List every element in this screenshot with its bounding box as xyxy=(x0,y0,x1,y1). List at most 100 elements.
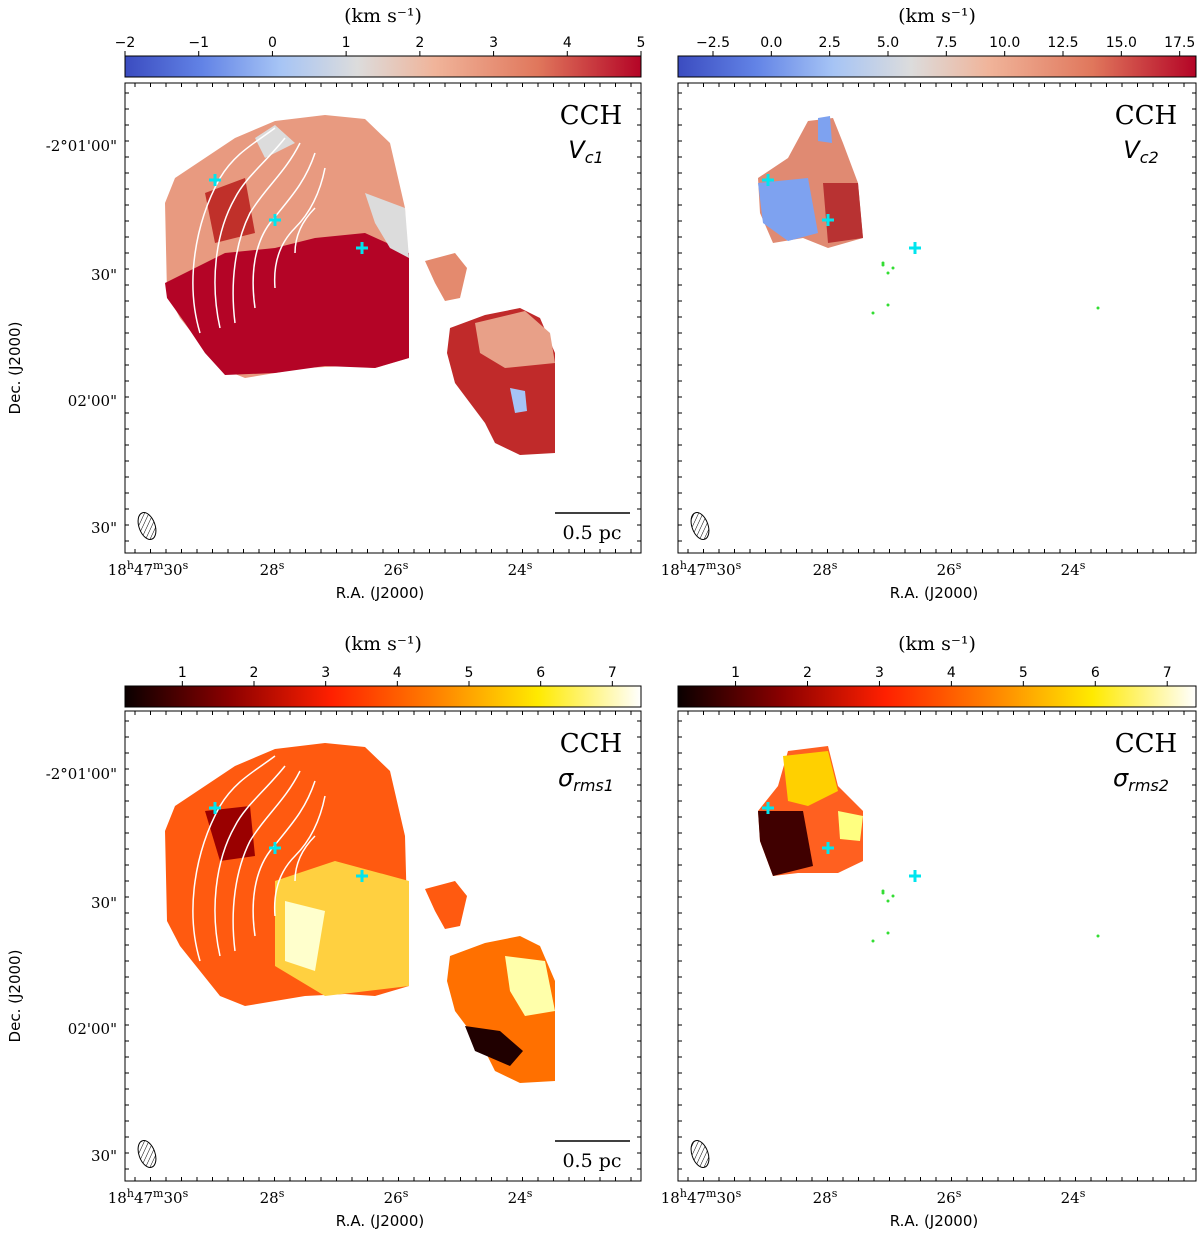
map-symbol-label: Vc1 xyxy=(568,136,603,167)
molecule-label: CCH xyxy=(1115,729,1177,759)
scalebar-label: 0.5 pc xyxy=(562,522,621,544)
green-point xyxy=(891,266,895,270)
cloud-se-blue xyxy=(510,388,527,413)
cloud-v2-red xyxy=(823,183,863,243)
colorbar: 1 2 3 4 5 6 7 xyxy=(677,665,1197,708)
cloud-core-red xyxy=(205,178,255,243)
cloud-se-bright xyxy=(505,956,555,1016)
colorbar: 1 2 3 4 5 6 7 xyxy=(124,665,642,708)
axis-ticks xyxy=(678,711,1196,1181)
contour-line xyxy=(294,835,316,882)
green-point xyxy=(881,263,885,267)
source-marker-plus xyxy=(269,214,281,226)
green-point xyxy=(1096,306,1100,310)
source-marker-plus xyxy=(762,174,774,186)
x-axis-label: R.A. (J2000) xyxy=(336,1212,425,1230)
cloud-s2-yellow xyxy=(783,751,838,806)
cloud-v2-blue-top xyxy=(818,116,832,143)
beam-ellipse xyxy=(690,1140,710,1168)
colorbar: −2.5 0.0 2.5 5.0 7.5 10.0 12.5 15.0 17.5 xyxy=(677,35,1197,78)
map-frame xyxy=(677,82,1197,554)
emission-map xyxy=(758,746,1100,943)
green-point xyxy=(886,271,890,275)
colorbar-tick-label: 2 xyxy=(250,665,259,681)
contour-group xyxy=(192,127,326,334)
ra-tick-label: 24s xyxy=(508,559,533,579)
x-axis-label: R.A. (J2000) xyxy=(890,584,979,602)
colorbar-tick-label: 1 xyxy=(178,665,187,681)
cloud-se-dark xyxy=(465,1026,523,1066)
ra-tick-label: 26s xyxy=(384,559,409,579)
cloud-main-lower xyxy=(165,233,409,375)
colorbar: −2 −1 0 1 2 3 4 5 xyxy=(115,35,646,78)
colorbar-tick-label: 17.5 xyxy=(1164,35,1195,51)
cloud-core-dark xyxy=(205,806,255,861)
panel-vc2: (km s⁻¹) −2.5 0.0 2.5 5.0 7.5 10.0 12.5 15.0 17.5… xyxy=(661,5,1197,602)
colorbar-tick-label: 10.0 xyxy=(989,35,1020,51)
source-marker-plus xyxy=(356,242,368,254)
panel-s1: (km s⁻¹) 1 2 3 4 5 6 7 CCH σrms1 0.5 pc -2°01'00" 30… xyxy=(6,633,642,1230)
colorbar-tick-label: 0.0 xyxy=(760,35,782,51)
beam-ellipse xyxy=(137,512,157,540)
y-axis-label: Dec. (J2000) xyxy=(6,950,24,1043)
source-marker-plus xyxy=(762,802,774,814)
colorbar-tick-label: 3 xyxy=(321,665,330,681)
x-axis-label: R.A. (J2000) xyxy=(890,1212,979,1230)
colorbar-gradient xyxy=(124,55,642,78)
ra-tick-label: 28s xyxy=(813,1187,838,1207)
colorbar-tick-label: 4 xyxy=(563,35,572,51)
green-point xyxy=(1096,934,1100,938)
contour-line xyxy=(232,770,301,952)
contour-line xyxy=(192,755,276,962)
molecule-label: CCH xyxy=(560,729,622,759)
map-frame-group xyxy=(677,710,1197,1182)
map-frame xyxy=(677,710,1197,1182)
axis-ticks xyxy=(678,83,1196,553)
panel-s2: (km s⁻¹) 1 2 3 4 5 6 7 CCH σrms2 18h47m30s 28s 26s 24… xyxy=(661,633,1197,1230)
dec-tick-label: -2°01'00" xyxy=(46,765,117,783)
cloud-small xyxy=(425,881,467,929)
colorbar-gradient xyxy=(677,685,1197,708)
ra-tick-label: 24s xyxy=(508,1187,533,1207)
beam-ellipse xyxy=(690,512,710,540)
dec-tick-label: 02'00" xyxy=(68,1020,117,1038)
colorbar-tick-label: −2.5 xyxy=(696,35,730,51)
colorbar-tick-label: 3 xyxy=(875,665,884,681)
axis-ticks xyxy=(125,711,641,1181)
ra-tick-label: 28s xyxy=(813,559,838,579)
cloud-edge-neutral xyxy=(365,193,409,258)
ra-tick-label: 24s xyxy=(1061,1187,1086,1207)
colorbar-tick-label: 4 xyxy=(947,665,956,681)
green-point xyxy=(886,931,890,935)
molecule-label: CCH xyxy=(560,101,622,131)
colorbar-tick-label: 2.5 xyxy=(819,35,841,51)
emission-map xyxy=(165,743,555,1083)
source-marker-plus xyxy=(822,842,834,854)
colorbar-tick-label: 7 xyxy=(1163,665,1172,681)
colorbar-tick-label: 5 xyxy=(637,35,646,51)
contour-line xyxy=(214,137,286,329)
map-symbol-label: σrms1 xyxy=(558,764,614,795)
colorbar-tick-label: 2 xyxy=(803,665,812,681)
colorbar-tick-label: 6 xyxy=(536,665,545,681)
molecule-label: CCH xyxy=(1115,101,1177,131)
contour-line xyxy=(294,207,316,254)
dec-tick-label: 02'00" xyxy=(68,392,117,410)
cloud-s2-dark xyxy=(758,811,813,876)
colorbar-tick-label: 5 xyxy=(1019,665,1028,681)
green-point xyxy=(886,303,890,307)
dec-tick-label: 30" xyxy=(91,519,117,537)
x-axis-label: R.A. (J2000) xyxy=(336,584,425,602)
colorbar-unit-label: (km s⁻¹) xyxy=(898,633,976,655)
cloud-hottest xyxy=(285,901,325,971)
green-point xyxy=(891,894,895,898)
cloud-se-light xyxy=(475,311,555,368)
ra-tick-label: 18h47m30s xyxy=(661,559,742,579)
contour-line xyxy=(252,780,316,937)
cloud-v2-blue xyxy=(758,178,818,241)
colorbar-tick-label: 5.0 xyxy=(877,35,899,51)
green-point xyxy=(871,311,875,315)
dec-tick-label: -2°01'00" xyxy=(46,137,117,155)
colorbar-tick-label: 7.5 xyxy=(935,35,957,51)
